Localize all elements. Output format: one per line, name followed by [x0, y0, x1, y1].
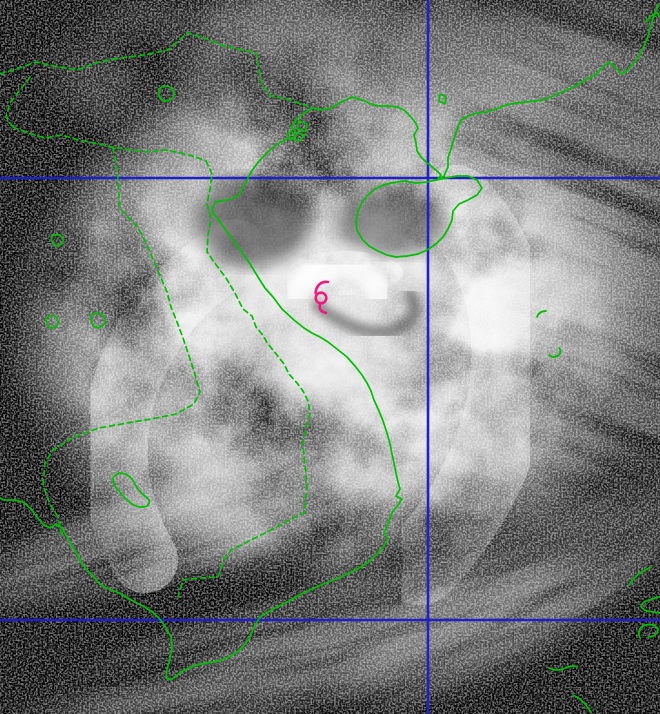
convective-cloud-curds — [287, 251, 403, 295]
coastline-vietnam — [0, 108, 402, 680]
border-cambodia-vietnam-dashed — [178, 512, 305, 597]
lake-loop-northwest — [159, 86, 174, 101]
coastline-gulf-island — [113, 473, 149, 507]
border-laos-vietnam-dashed — [206, 161, 310, 512]
coastline-right-edge-fragments — [629, 567, 660, 638]
coastline-china-islet — [645, 13, 660, 22]
border-northwest-mid-dashed — [13, 127, 206, 161]
inland-water-loops — [47, 235, 106, 328]
storm-marker-top-hook — [316, 282, 328, 293]
southeast-streak-band — [322, 473, 660, 714]
storm-marker-bottom-hook — [320, 303, 326, 313]
tropical-storm-icon — [316, 282, 328, 313]
border-china-vietnam-dashed — [0, 33, 311, 107]
coastline-halong-islets — [287, 94, 446, 139]
dry-slot-dark-spiral — [318, 295, 415, 332]
coastline-hainan-island — [356, 176, 482, 257]
coastline-overlay — [0, 4, 660, 712]
southwest-streak-band — [0, 421, 453, 619]
border-northwest-left-dashed — [6, 77, 30, 127]
border-cambodia-west-dashed — [43, 148, 200, 537]
coastline-south-china — [313, 4, 659, 180]
paracel-islets — [537, 311, 561, 357]
coastline-south-fragments — [549, 666, 591, 712]
northwest-dark-terrain — [194, 178, 310, 266]
